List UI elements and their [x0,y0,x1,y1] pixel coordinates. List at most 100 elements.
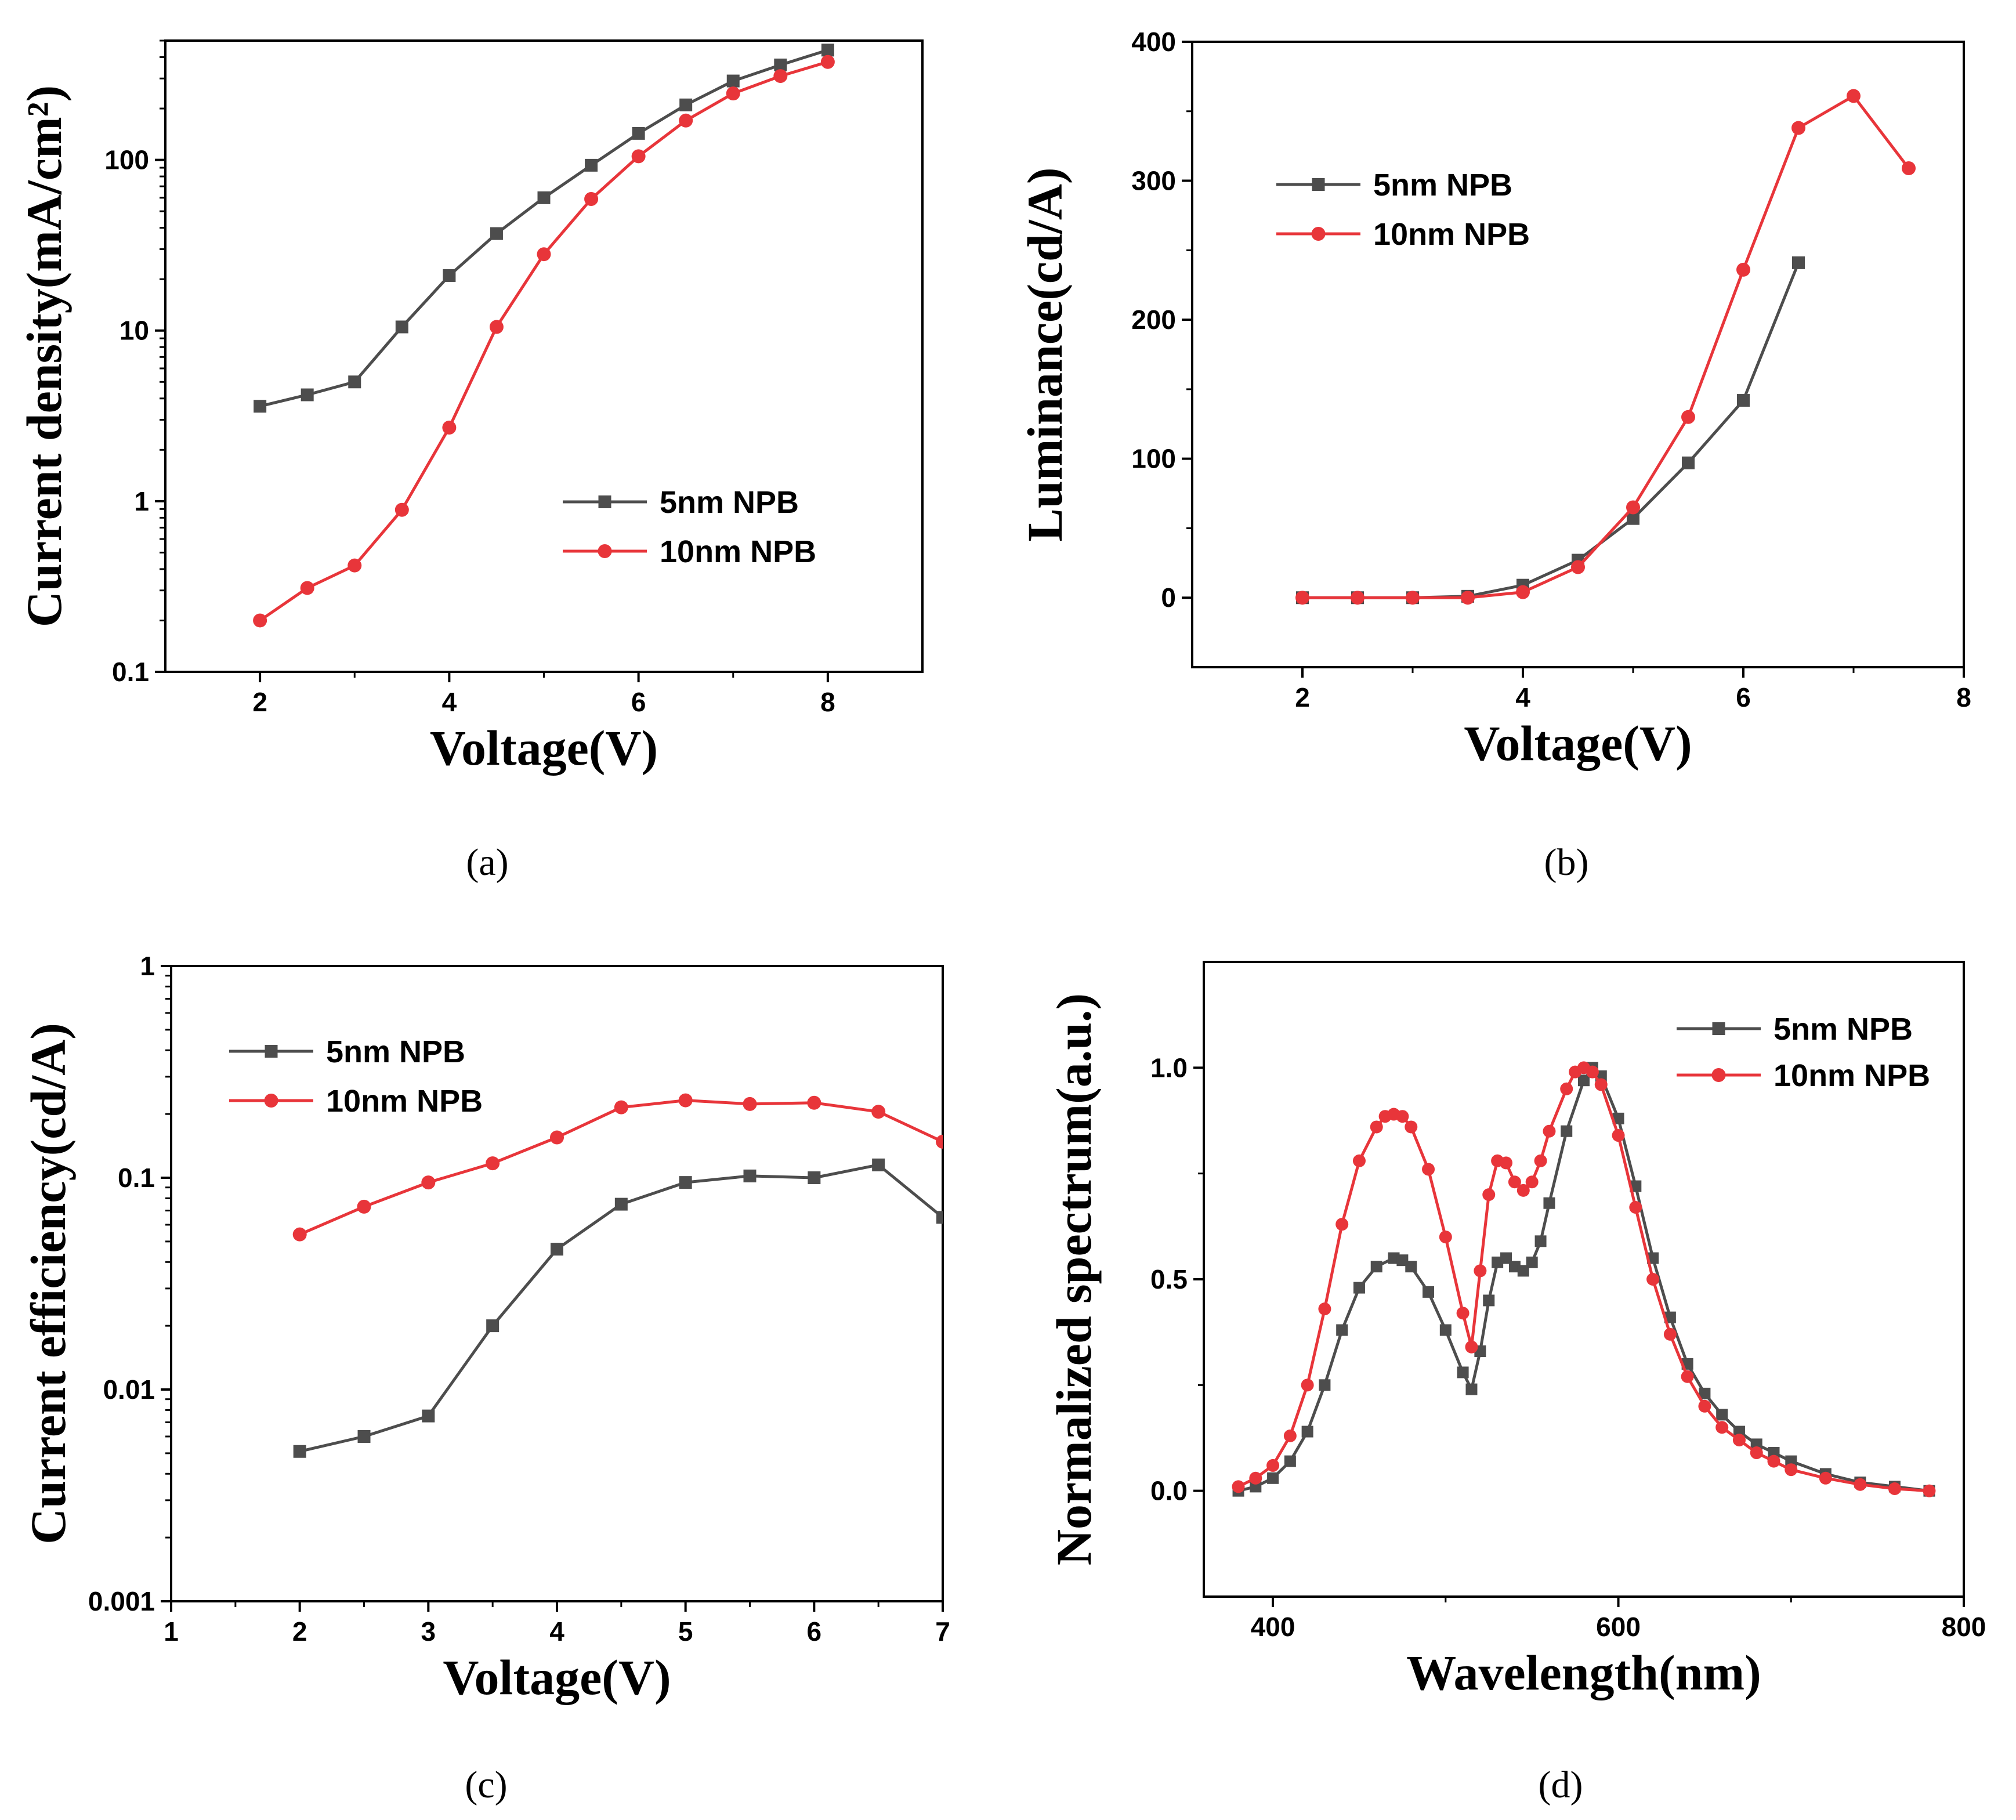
data-point-10nm [1923,1484,1936,1497]
data-point-10nm [1406,591,1420,605]
panel-d: 400 600 800 0.0 0.5 1.0 Wavelength(nm) Normaliz… [1046,961,1986,1806]
plot-area [1232,1061,1936,1497]
data-point-5nm [1267,1472,1279,1484]
data-point-10nm [1715,1421,1729,1434]
data-point-10nm [584,191,599,206]
data-point-5nm [679,98,693,111]
data-point-10nm [1586,1065,1599,1079]
x-axis-label: Voltage(V) [1464,715,1692,771]
data-point-10nm [1888,1482,1901,1496]
data-point-5nm [1336,1324,1348,1336]
data-point-5nm [1301,1425,1313,1438]
data-point-5nm [254,400,267,413]
x-tick-label: 6 [807,1616,822,1647]
data-point-10nm [1295,591,1309,605]
x-tick-label: 2 [1295,682,1310,712]
series-line-10nm [299,1099,943,1236]
data-point-10nm [486,1156,500,1171]
legend: 5nm NPB 10nm NPB [1276,168,1530,252]
data-point-10nm [1847,89,1861,103]
y-tick-label: 1.0 [1150,1052,1188,1083]
legend-label: 5nm NPB [1773,1012,1913,1047]
data-point-10nm [678,1093,693,1108]
data-point-10nm [550,1130,564,1145]
data-point-10nm [1819,1471,1832,1485]
data-point-10nm [489,320,504,334]
data-point-10nm [1266,1459,1280,1472]
data-point-5nm [808,1171,821,1184]
data-point-10nm [394,502,409,517]
data-point-10nm [1318,1302,1331,1316]
panel-caption: (a) [466,841,508,884]
data-point-10nm [1571,560,1585,574]
data-point-10nm [773,69,788,84]
y-axis-label: Normalized spectrum(a.u.) [1046,993,1102,1565]
panel-caption: (d) [1539,1764,1583,1806]
data-point-10nm [1301,1378,1314,1392]
y-axis-label: Luminance(cd/A) [1017,168,1073,542]
data-point-5nm [490,227,503,240]
y-tick-label: 0 [1161,582,1176,613]
x-tick-label: 1 [164,1616,179,1647]
legend-marker-circle [1711,1068,1726,1082]
data-point-10nm [871,1105,886,1119]
data-point-10nm [1352,1154,1366,1167]
data-point-10nm [631,149,646,164]
data-point-10nm [614,1100,628,1115]
legend-label: 5nm NPB [1373,168,1512,202]
x-tick-label: 8 [820,687,835,717]
data-point-10nm [1785,1463,1798,1477]
data-point-5nm [872,1158,885,1171]
y-tick-label: 0.5 [1150,1264,1188,1294]
data-point-5nm [1561,1125,1573,1137]
y-tick-label: 100 [1131,444,1176,474]
plot-area [292,1093,943,1458]
data-point-10nm [1500,1156,1513,1170]
data-point-5nm [443,269,456,282]
data-point-10nm [1232,1480,1245,1493]
data-point-10nm [726,86,740,101]
data-point-10nm [300,581,314,595]
data-point-5nm [1405,1261,1417,1273]
data-point-10nm [1698,1399,1711,1413]
y-tick-label: 1 [134,486,149,516]
data-point-10nm [1465,1340,1478,1354]
data-point-10nm [1249,1471,1262,1485]
panel-c: 1 2 3 4 5 6 7 0.001 0.01 0.1 1 Voltage(V) Current ef… [20,951,950,1806]
legend-marker-square [265,1045,278,1058]
x-tick-label: 3 [421,1616,436,1647]
y-tick-label: 0.0 [1150,1476,1188,1506]
data-point-5nm [821,44,834,57]
data-point-10nm [743,1097,757,1111]
data-point-5nm [1439,1324,1452,1336]
data-point-5nm [1612,1112,1624,1124]
plot-frame [1191,41,1965,668]
panel-b: 2 4 6 8 0 100 200 300 400 Voltage(V) Luminance(cd/… [1017,27,1971,884]
data-point-10nm [1736,262,1750,277]
x-axis-label: Voltage(V) [430,720,658,776]
data-point-10nm [1508,1175,1521,1189]
y-tick-label: 100 [104,145,149,175]
panel-a: 2 4 6 8 0.1 1 10 100 Voltage(V) Current density(m… [16,39,924,884]
data-point-10nm [1750,1446,1763,1460]
data-point-5nm [1353,1282,1365,1294]
data-point-5nm [357,1430,371,1443]
x-tick-label: 4 [1515,682,1530,712]
legend: 5nm NPB 10nm NPB [1677,1012,1930,1093]
plot-area [1295,89,1916,605]
x-tick-label: 800 [1942,1612,1986,1642]
data-point-5nm [422,1409,435,1423]
data-point-5nm [1465,1383,1478,1395]
series-line-5nm [259,48,828,408]
series-line-10nm [1237,1066,1930,1493]
data-point-5nm [1792,256,1805,269]
data-point-10nm [1474,1264,1487,1278]
data-point-5nm [936,1211,943,1224]
x-tick-label: 6 [631,687,646,717]
data-point-10nm [1525,1175,1539,1189]
data-point-10nm [1461,591,1475,605]
y-tick-label: 0.1 [118,1163,155,1193]
data-point-10nm [936,1134,943,1149]
data-point-10nm [1439,1231,1452,1244]
data-point-5nm [679,1176,692,1189]
